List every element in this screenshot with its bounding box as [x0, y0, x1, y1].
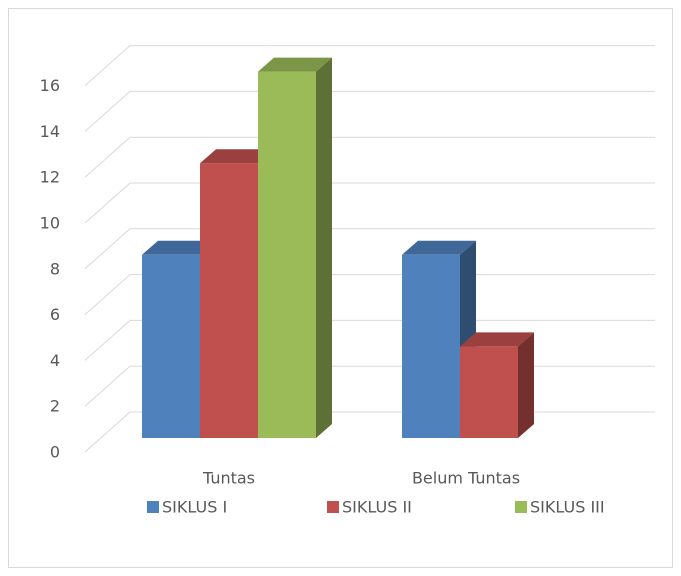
bar-top	[258, 57, 332, 72]
legend-swatch	[327, 501, 339, 513]
bar-top	[460, 332, 534, 347]
bar-front	[258, 71, 316, 438]
y-tick-label: 16	[40, 76, 60, 95]
bar-side	[316, 57, 332, 438]
y-tick-label: 14	[40, 122, 60, 141]
grid-line	[84, 90, 655, 132]
grid-line	[84, 319, 655, 361]
x-tick-label: Tuntas	[202, 469, 255, 488]
legend-label: SIKLUS II	[342, 498, 412, 517]
y-tick-label: 0	[50, 443, 60, 462]
legend-swatch	[147, 501, 159, 513]
bar-front	[142, 254, 200, 438]
grid-line	[84, 228, 655, 270]
x-tick-label: Belum Tuntas	[412, 469, 520, 488]
bar-side	[518, 332, 534, 438]
y-tick-label: 12	[40, 168, 60, 187]
bar-front	[402, 254, 460, 438]
bar-top	[200, 149, 274, 164]
bar-front	[200, 163, 258, 438]
chart-border	[8, 8, 673, 568]
legend-label: SIKLUS I	[162, 498, 227, 517]
grid-line	[84, 274, 655, 315]
legend-label: SIKLUS III	[530, 498, 605, 517]
y-tick-label: 2	[50, 397, 60, 416]
bar-top	[142, 240, 216, 255]
y-tick-label: 8	[50, 259, 60, 278]
grid-line	[84, 182, 655, 224]
bar-top	[402, 240, 476, 255]
y-tick-label: 4	[50, 351, 60, 370]
grid-line	[84, 136, 655, 178]
y-tick-label: 6	[50, 305, 60, 324]
bar-front	[460, 346, 518, 438]
y-tick-label: 10	[40, 214, 60, 233]
grid-line	[84, 45, 655, 86]
legend-swatch	[515, 501, 527, 513]
